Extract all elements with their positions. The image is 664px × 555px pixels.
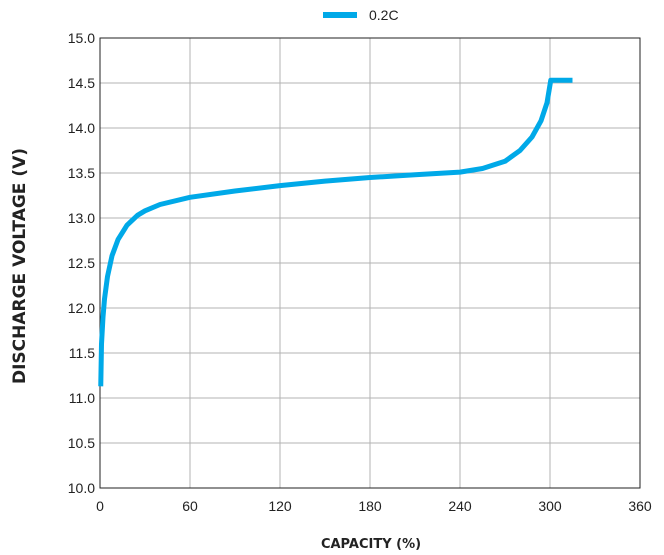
- y-tick-label: 13.5: [68, 165, 95, 181]
- x-tick-label: 60: [182, 498, 198, 514]
- grid: [99, 37, 641, 489]
- y-tick-label: 10.0: [68, 480, 95, 496]
- x-tick-label: 120: [268, 498, 292, 514]
- plot-area-frame: [99, 37, 641, 489]
- x-tick-label: 0: [96, 498, 104, 514]
- y-axis-ticks: 10.0 10.5 11.0 11.5 12.0 12.5 13.0 13.5 14.0 14.5…: [68, 30, 95, 496]
- y-tick-label: 11.5: [69, 345, 95, 361]
- y-tick-label: 14.0: [68, 120, 95, 136]
- legend: 0.2C: [323, 7, 399, 23]
- y-axis-label: DISCHARGE VOLTAGE (V): [10, 148, 30, 384]
- series-line-0.2c: [98, 77, 573, 387]
- x-tick-label: 360: [628, 498, 652, 514]
- legend-label-0.2c: 0.2C: [369, 7, 399, 23]
- x-axis-ticks: 0 60 120 180 240 300 360: [96, 498, 652, 514]
- y-tick-label: 12.5: [68, 255, 95, 271]
- y-tick-label: 14.5: [68, 75, 95, 91]
- x-tick-label: 240: [448, 498, 472, 514]
- y-tick-label: 15.0: [68, 30, 95, 46]
- x-axis-label: CAPACITY (%): [321, 537, 421, 552]
- y-tick-label: 11.0: [69, 390, 95, 406]
- y-tick-label: 13.0: [68, 210, 95, 226]
- x-tick-label: 180: [358, 498, 382, 514]
- y-tick-label: 12.0: [68, 300, 95, 316]
- x-tick-label: 300: [538, 498, 562, 514]
- y-tick-label: 10.5: [68, 435, 95, 451]
